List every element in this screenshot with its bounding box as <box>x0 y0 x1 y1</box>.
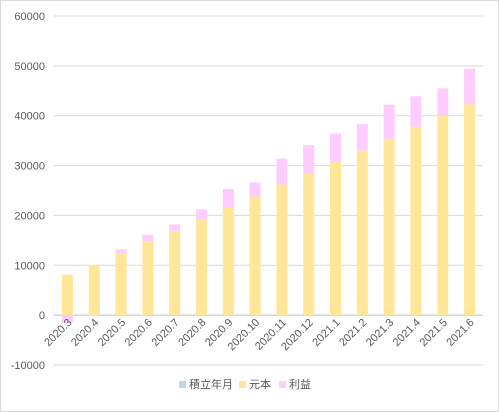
y-axis-ticks: -10000 0 10000 20000 30000 40000 50000 60000 <box>11 11 45 372</box>
x-tick-label: 2020.4 <box>69 317 101 349</box>
bar-principal-2021.5 <box>437 115 449 316</box>
x-tick-label: 2020.6 <box>123 317 155 349</box>
bar-profit-2021.3 <box>383 104 395 139</box>
bar-profit-2021.5 <box>437 88 449 116</box>
bar-principal-2020.7 <box>169 230 181 316</box>
y-tick-label: 10000 <box>14 260 45 272</box>
y-tick-label: 60000 <box>14 11 45 23</box>
x-tick-label: 2020.7 <box>149 317 181 349</box>
bar-principal-2021.4 <box>410 126 422 316</box>
y-tick-label: 40000 <box>14 111 45 123</box>
bar-principal-2021.6 <box>464 104 476 316</box>
bar-profit-2020.10 <box>249 182 261 197</box>
x-tick-label: 2021.1 <box>310 317 342 349</box>
bar-principal-2020.6 <box>142 241 154 316</box>
y-tick-label: 30000 <box>14 161 45 173</box>
bars <box>61 68 476 323</box>
bar-profit-2020.11 <box>276 158 288 185</box>
bar-profit-2020.3 <box>61 315 73 323</box>
bar-profit-2021.1 <box>330 133 342 163</box>
legend-swatch <box>179 381 186 388</box>
bar-profit-2020.9 <box>222 189 234 208</box>
x-axis-ticks: 2020.32020.42020.52020.62020.72020.82020… <box>42 317 476 354</box>
y-tick-label: -10000 <box>11 360 45 372</box>
bar-profit-2020.7 <box>169 224 181 231</box>
bar-principal-2020.4 <box>88 264 100 316</box>
bar-principal-2020.9 <box>222 207 234 316</box>
legend-swatch <box>279 381 286 388</box>
bar-profit-2021.4 <box>410 96 422 127</box>
legend-swatch <box>239 381 246 388</box>
bar-principal-2020.11 <box>276 184 288 316</box>
y-tick-label: 50000 <box>14 61 45 73</box>
y-tick-label: 0 <box>39 310 45 322</box>
bar-profit-2021.2 <box>356 124 368 151</box>
bar-principal-2020.10 <box>249 196 261 316</box>
x-tick-label: 2021.4 <box>391 317 423 349</box>
x-tick-label: 2020.3 <box>42 317 74 349</box>
x-tick-label: 2021.5 <box>418 317 450 349</box>
bar-principal-2020.3 <box>61 274 73 316</box>
legend-label: 利益 <box>289 377 311 391</box>
bar-principal-2020.8 <box>195 218 207 316</box>
legend: 積立年月 元本 利益 <box>179 377 311 391</box>
legend-label: 積立年月 <box>189 377 233 391</box>
x-tick-label: 2020.8 <box>176 317 208 349</box>
bar-principal-2021.1 <box>330 162 342 316</box>
bar-profit-2020.6 <box>142 234 154 242</box>
legend-label: 元本 <box>249 377 271 391</box>
x-tick-label: 2021.6 <box>444 317 476 349</box>
bar-profit-2021.6 <box>464 68 476 105</box>
x-tick-label: 2021.3 <box>364 317 396 349</box>
bar-principal-2020.5 <box>115 253 127 316</box>
y-tick-label: 20000 <box>14 210 45 222</box>
bar-principal-2021.3 <box>383 138 395 316</box>
x-tick-label: 2021.2 <box>337 317 369 349</box>
bar-profit-2020.5 <box>115 249 127 254</box>
x-tick-label: 2020.5 <box>96 317 128 349</box>
bar-principal-2021.2 <box>356 150 368 316</box>
bar-principal-2020.12 <box>303 173 315 316</box>
bar-profit-2020.12 <box>303 145 315 174</box>
bar-profit-2020.8 <box>195 209 207 219</box>
